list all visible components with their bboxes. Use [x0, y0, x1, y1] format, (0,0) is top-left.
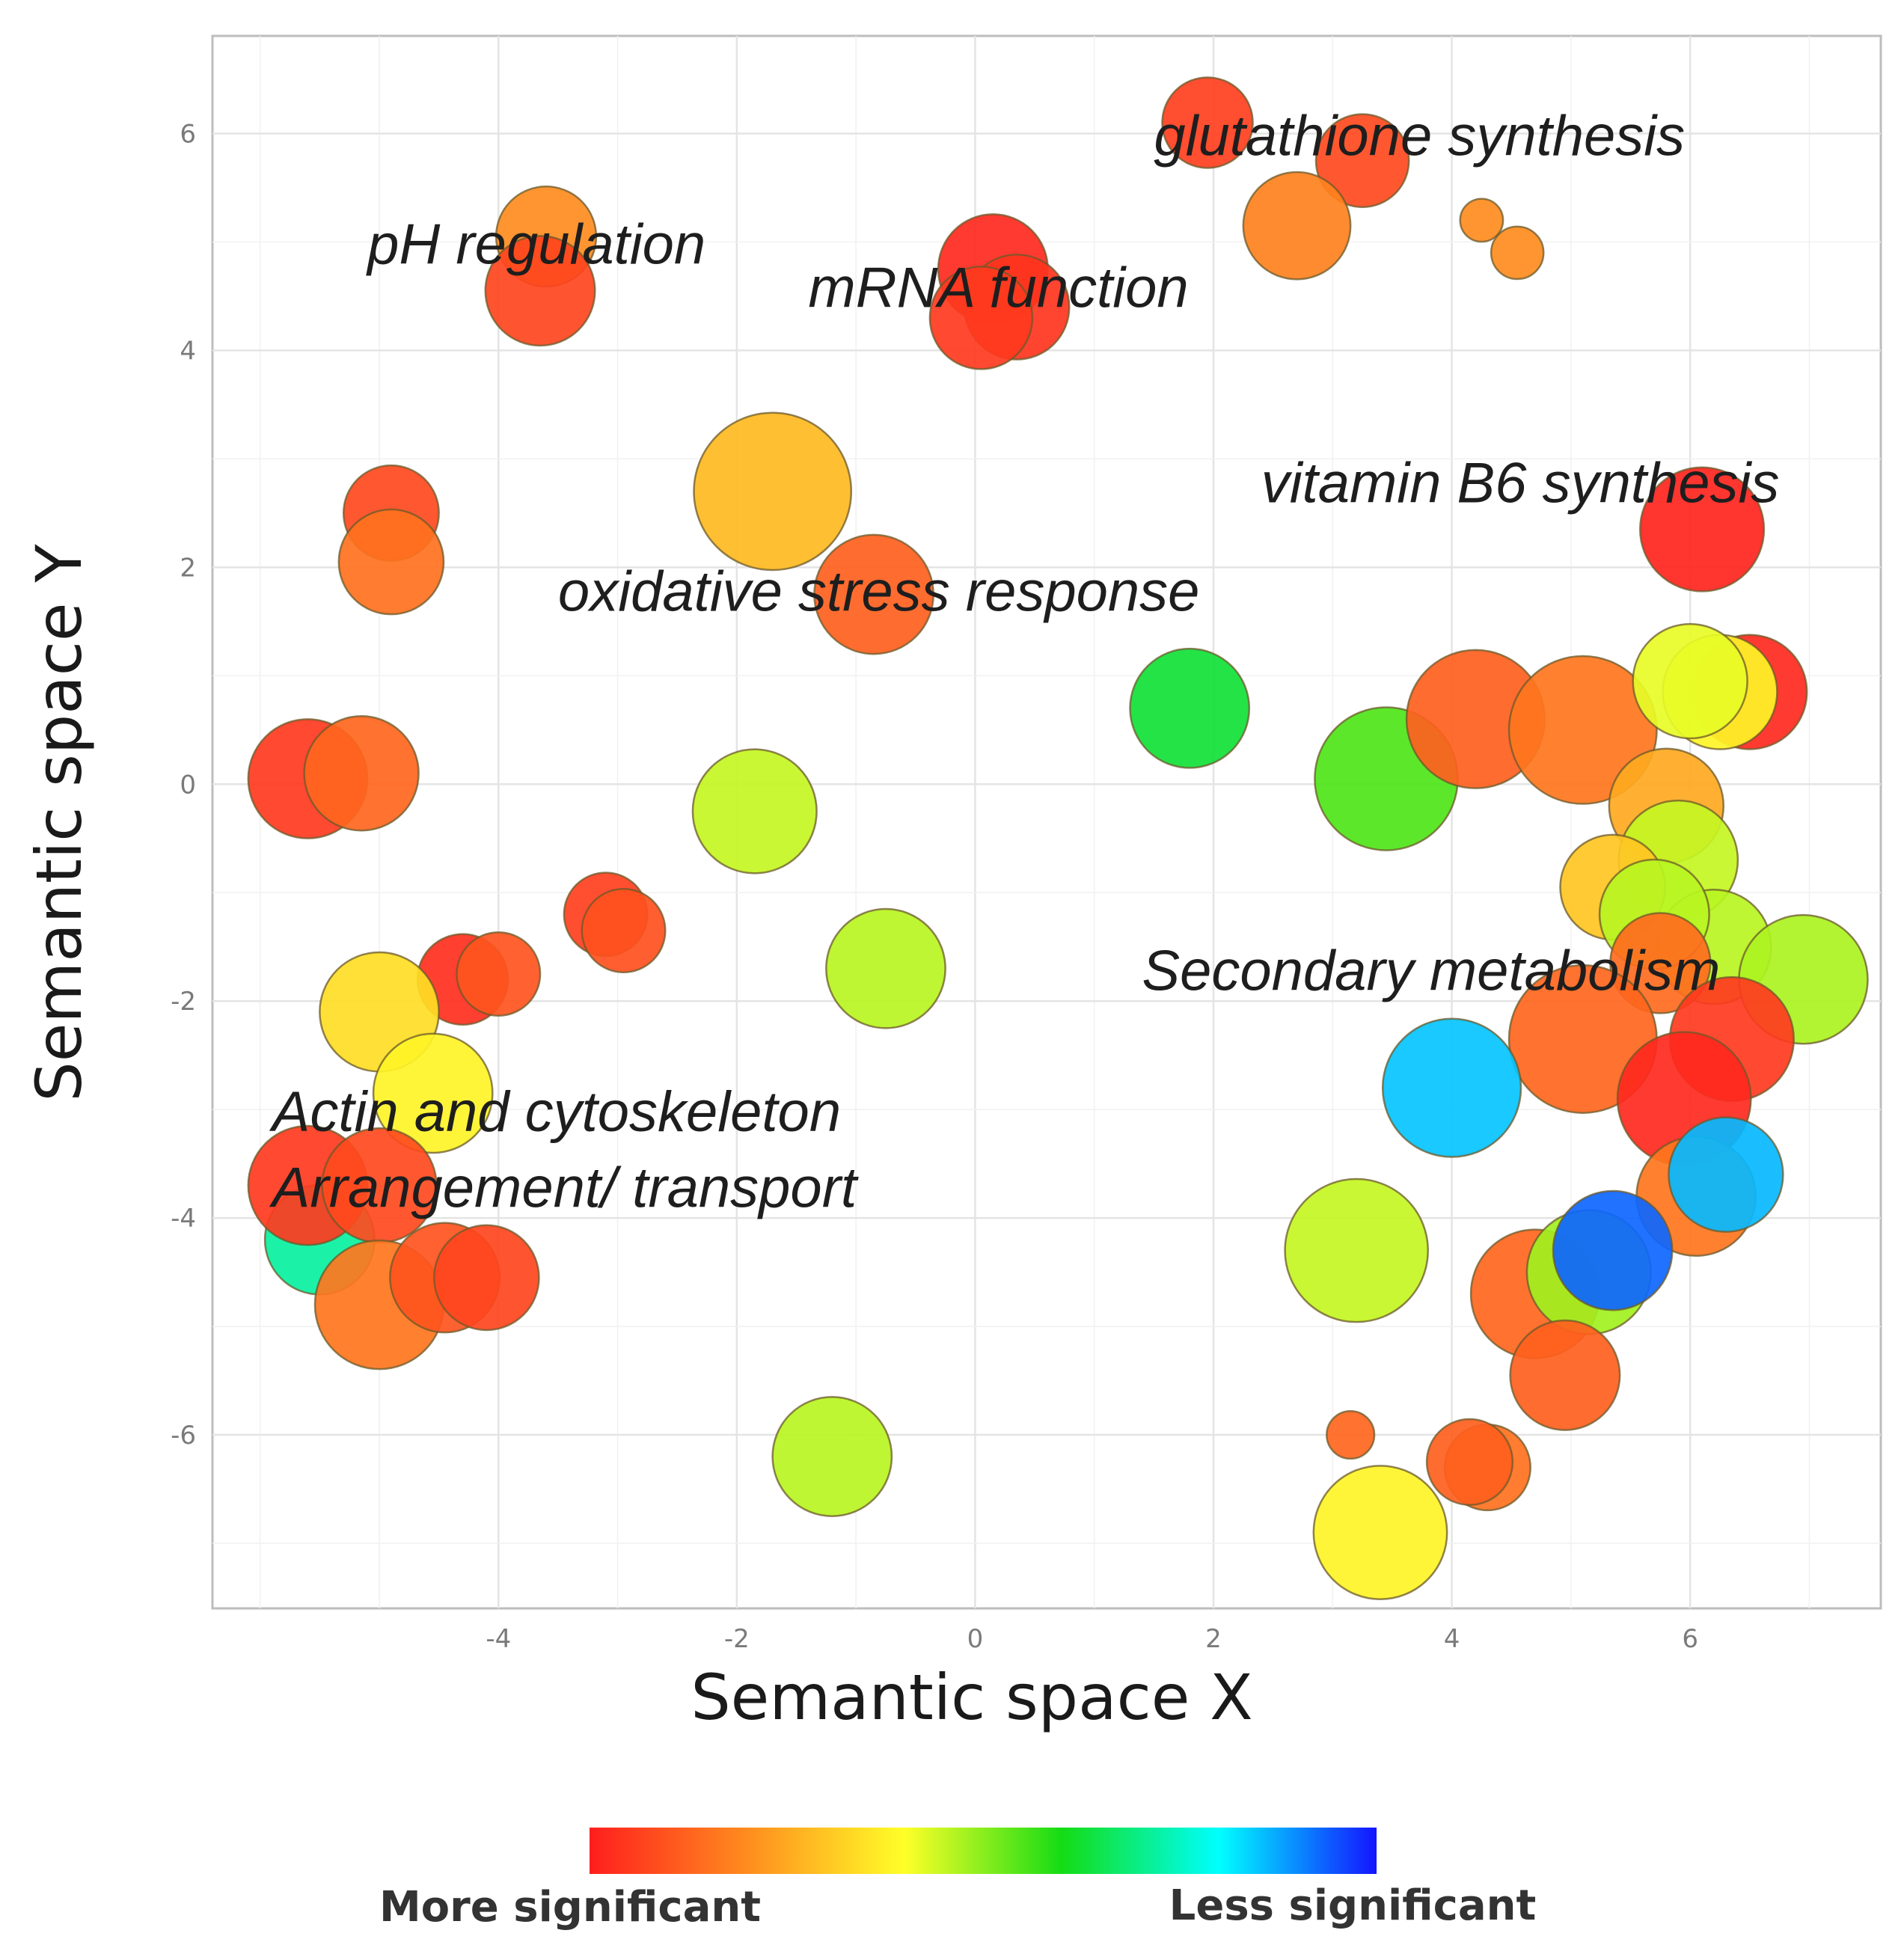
y-tick-label: -4 — [171, 1204, 196, 1234]
data-bubble[interactable] — [1632, 622, 1748, 740]
x-tick-label: 4 — [1444, 1624, 1460, 1654]
data-bubble[interactable] — [825, 907, 946, 1029]
data-bubble[interactable] — [484, 235, 596, 347]
cluster-annotation: glutathione synthesis — [1154, 104, 1685, 168]
color-scale-bar — [590, 1828, 1377, 1874]
x-axis-title: Semantic space X — [691, 1661, 1252, 1734]
data-bubble[interactable] — [771, 1396, 893, 1517]
data-bubble[interactable] — [372, 1032, 494, 1154]
x-tick-label: 6 — [1682, 1624, 1698, 1654]
data-bubble[interactable] — [1312, 1465, 1448, 1600]
data-bubble[interactable] — [1161, 76, 1254, 169]
data-bubble[interactable] — [1490, 225, 1545, 281]
data-bubble[interactable] — [456, 931, 542, 1017]
y-tick-label: 0 — [180, 770, 196, 800]
legend-low-label: More significant — [379, 1883, 761, 1932]
data-bubble[interactable] — [693, 411, 853, 572]
data-bubble[interactable] — [303, 715, 420, 832]
data-bubble[interactable] — [1284, 1177, 1429, 1323]
cluster-annotation: Actin and cytoskeleton — [269, 1080, 841, 1144]
data-bubble[interactable] — [1326, 1409, 1376, 1460]
cluster-annotation: Arrangement/ transport — [269, 1157, 859, 1220]
y-tick-label: 2 — [180, 553, 196, 583]
cluster-annotation: Secondary metabolism — [1142, 940, 1720, 1003]
data-bubble[interactable] — [1638, 466, 1766, 592]
data-bubble[interactable] — [1552, 1189, 1674, 1311]
x-tick-label: 2 — [1205, 1624, 1222, 1654]
data-bubble[interactable] — [1668, 1116, 1784, 1233]
data-bubble[interactable] — [1425, 1418, 1514, 1506]
data-bubble[interactable] — [337, 508, 445, 616]
data-bubble[interactable] — [928, 266, 1034, 370]
annotations: glutathione synthesis pH regulation mRNA f… — [269, 104, 1780, 1219]
legend-high-label: Less significant — [1169, 1881, 1537, 1930]
y-tick-label: -2 — [171, 987, 196, 1017]
x-tick-label: -4 — [486, 1624, 511, 1654]
data-bubble[interactable] — [1314, 113, 1410, 209]
tick-labels: -4 -2 0 2 4 6 6 4 2 0 -2 -4 -6 — [171, 119, 1698, 1654]
data-bubble[interactable] — [581, 887, 667, 973]
x-tick-label: -2 — [724, 1624, 750, 1654]
data-bubble[interactable] — [1507, 655, 1658, 805]
data-bubble[interactable] — [433, 1224, 540, 1332]
y-tick-label: 6 — [180, 119, 196, 149]
cluster-annotation: pH regulation — [366, 212, 705, 276]
cluster-annotation: vitamin B6 synthesis — [1261, 451, 1780, 515]
y-tick-label: 4 — [180, 336, 196, 366]
data-bubble[interactable] — [1459, 197, 1504, 243]
data-bubble[interactable] — [813, 533, 934, 655]
data-bubble[interactable] — [1381, 1017, 1522, 1158]
data-bubble[interactable] — [1242, 171, 1352, 281]
cluster-annotation: mRNA function — [808, 256, 1188, 319]
y-axis-title: Semantic space Y — [22, 544, 96, 1102]
x-tick-label: 0 — [967, 1624, 984, 1654]
data-bubble[interactable] — [1509, 1319, 1621, 1431]
y-tick-label: -6 — [171, 1421, 196, 1451]
cluster-annotation: oxidative stress response — [558, 560, 1200, 623]
bubbles — [247, 76, 1869, 1600]
data-bubble[interactable] — [691, 748, 818, 875]
data-bubble[interactable] — [1129, 647, 1251, 769]
